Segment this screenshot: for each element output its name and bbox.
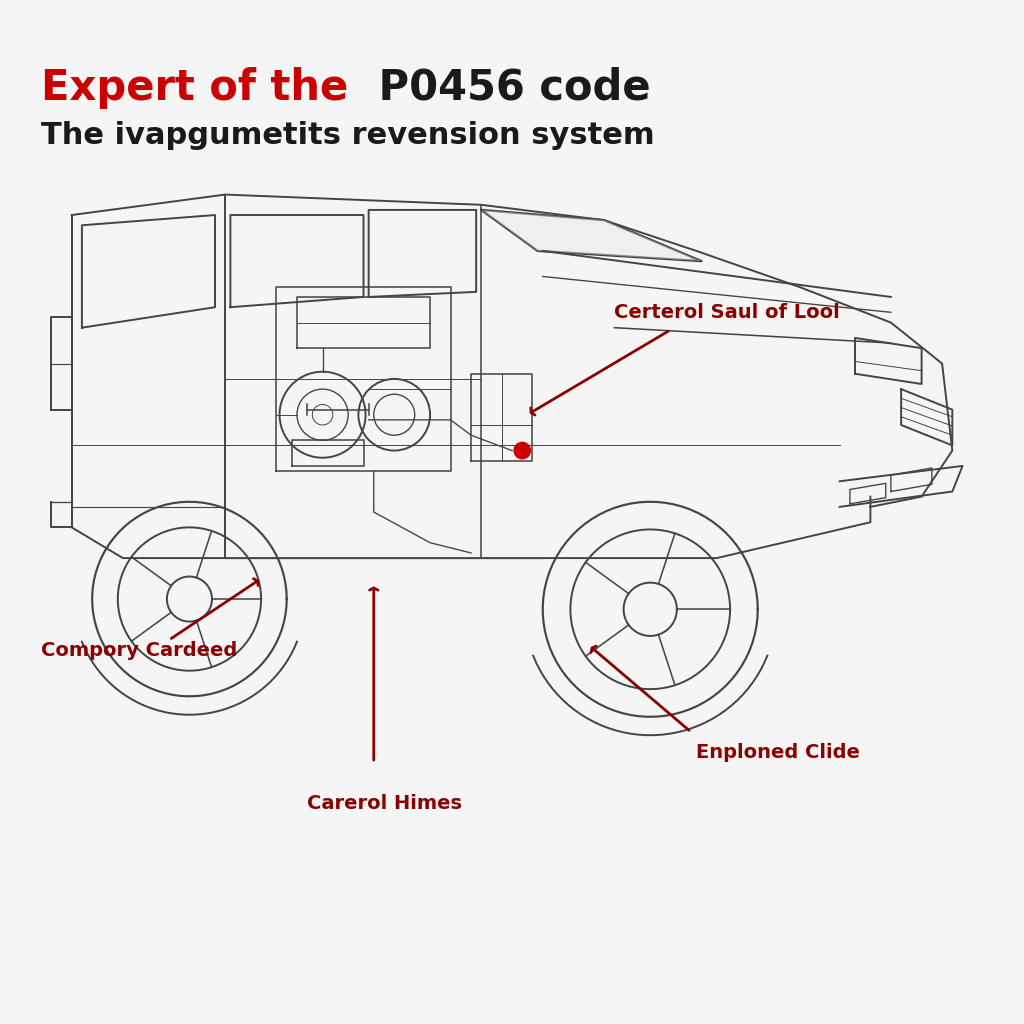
- Text: Expert of the: Expert of the: [41, 67, 348, 109]
- Text: Certerol Saul of Lool: Certerol Saul of Lool: [614, 303, 840, 322]
- Text: Enploned Clide: Enploned Clide: [696, 743, 860, 762]
- Text: P0456 code: P0456 code: [364, 67, 650, 109]
- Text: Carerol Himes: Carerol Himes: [307, 795, 462, 813]
- Text: Compory Cardeed: Compory Cardeed: [41, 641, 238, 659]
- Text: The ivapgumetits revension system: The ivapgumetits revension system: [41, 121, 654, 150]
- Polygon shape: [481, 210, 701, 261]
- Circle shape: [514, 442, 530, 459]
